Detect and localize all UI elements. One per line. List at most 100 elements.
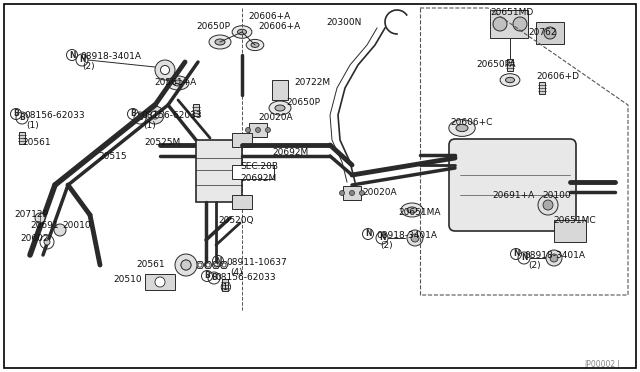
Circle shape [44, 239, 50, 245]
Text: 08156-62033: 08156-62033 [141, 111, 202, 120]
Text: 20712P: 20712P [14, 210, 48, 219]
Text: 20691: 20691 [30, 221, 59, 230]
Circle shape [546, 250, 562, 266]
Ellipse shape [173, 80, 183, 86]
Circle shape [35, 213, 45, 223]
Ellipse shape [236, 198, 248, 206]
Text: N: N [513, 250, 519, 259]
Text: 20692M: 20692M [272, 148, 308, 157]
Text: 20650P: 20650P [286, 98, 320, 107]
Text: 20100: 20100 [542, 191, 571, 200]
Text: N: N [215, 257, 221, 266]
Ellipse shape [237, 29, 246, 35]
Text: 08918-3401A: 08918-3401A [524, 251, 585, 260]
Ellipse shape [246, 39, 264, 51]
Ellipse shape [407, 207, 417, 213]
Circle shape [155, 277, 165, 287]
Text: 08156-62033: 08156-62033 [24, 111, 84, 120]
Text: 08918-3401A: 08918-3401A [80, 52, 141, 61]
Circle shape [175, 254, 197, 276]
Text: 08918-3401A: 08918-3401A [376, 231, 437, 240]
Text: N: N [79, 55, 85, 64]
Circle shape [360, 190, 365, 196]
Ellipse shape [449, 120, 476, 137]
Circle shape [538, 195, 558, 215]
Circle shape [255, 128, 260, 132]
Text: 20561+A: 20561+A [154, 78, 196, 87]
Bar [507, 59, 513, 71]
FancyBboxPatch shape [449, 139, 576, 231]
Text: 20525M: 20525M [144, 138, 180, 147]
Circle shape [181, 260, 191, 270]
Ellipse shape [495, 202, 504, 208]
Text: (1): (1) [219, 283, 232, 292]
Text: B: B [130, 109, 136, 119]
Text: N: N [379, 234, 385, 243]
Text: 20692M: 20692M [240, 174, 276, 183]
Text: (4): (4) [230, 268, 243, 277]
Circle shape [543, 200, 553, 210]
Text: SEC.20B: SEC.20B [240, 162, 278, 171]
Text: (1): (1) [143, 121, 156, 130]
Ellipse shape [500, 74, 520, 86]
Ellipse shape [456, 124, 468, 132]
Bar [249, 123, 267, 137]
Ellipse shape [253, 126, 264, 134]
Text: N: N [521, 253, 527, 263]
Text: 20651MD: 20651MD [490, 8, 533, 17]
Text: 20762: 20762 [528, 28, 557, 37]
Bar [232, 133, 252, 147]
Text: B: B [137, 113, 143, 122]
Circle shape [266, 128, 271, 132]
Ellipse shape [401, 203, 423, 217]
Ellipse shape [167, 76, 189, 90]
Text: 20561: 20561 [22, 138, 51, 147]
Text: JP00002 J: JP00002 J [584, 360, 620, 369]
Text: (2): (2) [380, 241, 392, 250]
Polygon shape [212, 262, 220, 269]
Text: 20010: 20010 [62, 221, 91, 230]
Text: B: B [13, 109, 19, 119]
Text: N: N [68, 51, 76, 60]
Text: 20691+A: 20691+A [492, 191, 534, 200]
Ellipse shape [209, 35, 231, 49]
Text: (2): (2) [528, 261, 541, 270]
Bar [193, 104, 199, 116]
Circle shape [246, 128, 250, 132]
Bar [196, 140, 242, 202]
Ellipse shape [236, 136, 248, 144]
Circle shape [349, 190, 355, 196]
Text: 20651MC: 20651MC [553, 216, 596, 225]
Text: 20602: 20602 [20, 234, 49, 243]
Text: 20520Q: 20520Q [218, 216, 253, 225]
Text: B: B [204, 272, 210, 280]
Text: 08911-10637: 08911-10637 [226, 258, 287, 267]
Circle shape [161, 65, 170, 74]
Circle shape [146, 106, 164, 124]
Text: 20650PA: 20650PA [476, 60, 515, 69]
Ellipse shape [490, 199, 510, 211]
Text: 20606+C: 20606+C [450, 118, 492, 127]
Bar [232, 165, 274, 179]
Circle shape [181, 260, 191, 270]
Text: 20606+D: 20606+D [536, 72, 579, 81]
Bar [536, 22, 564, 44]
Bar [343, 186, 361, 200]
Circle shape [407, 230, 423, 246]
Text: 20561: 20561 [136, 260, 164, 269]
Text: (2): (2) [82, 62, 95, 71]
Bar [272, 80, 288, 100]
Ellipse shape [347, 189, 357, 197]
Text: 20651MA: 20651MA [398, 208, 440, 217]
Ellipse shape [232, 26, 252, 38]
Text: 20606+A: 20606+A [248, 12, 291, 21]
Bar [222, 279, 228, 291]
Text: 20722M: 20722M [294, 78, 330, 87]
Ellipse shape [269, 101, 291, 115]
Text: 20300N: 20300N [326, 18, 362, 27]
Bar [19, 132, 25, 144]
Text: 20020A: 20020A [362, 188, 397, 197]
Ellipse shape [251, 43, 259, 47]
Polygon shape [220, 262, 228, 269]
Circle shape [550, 254, 558, 262]
